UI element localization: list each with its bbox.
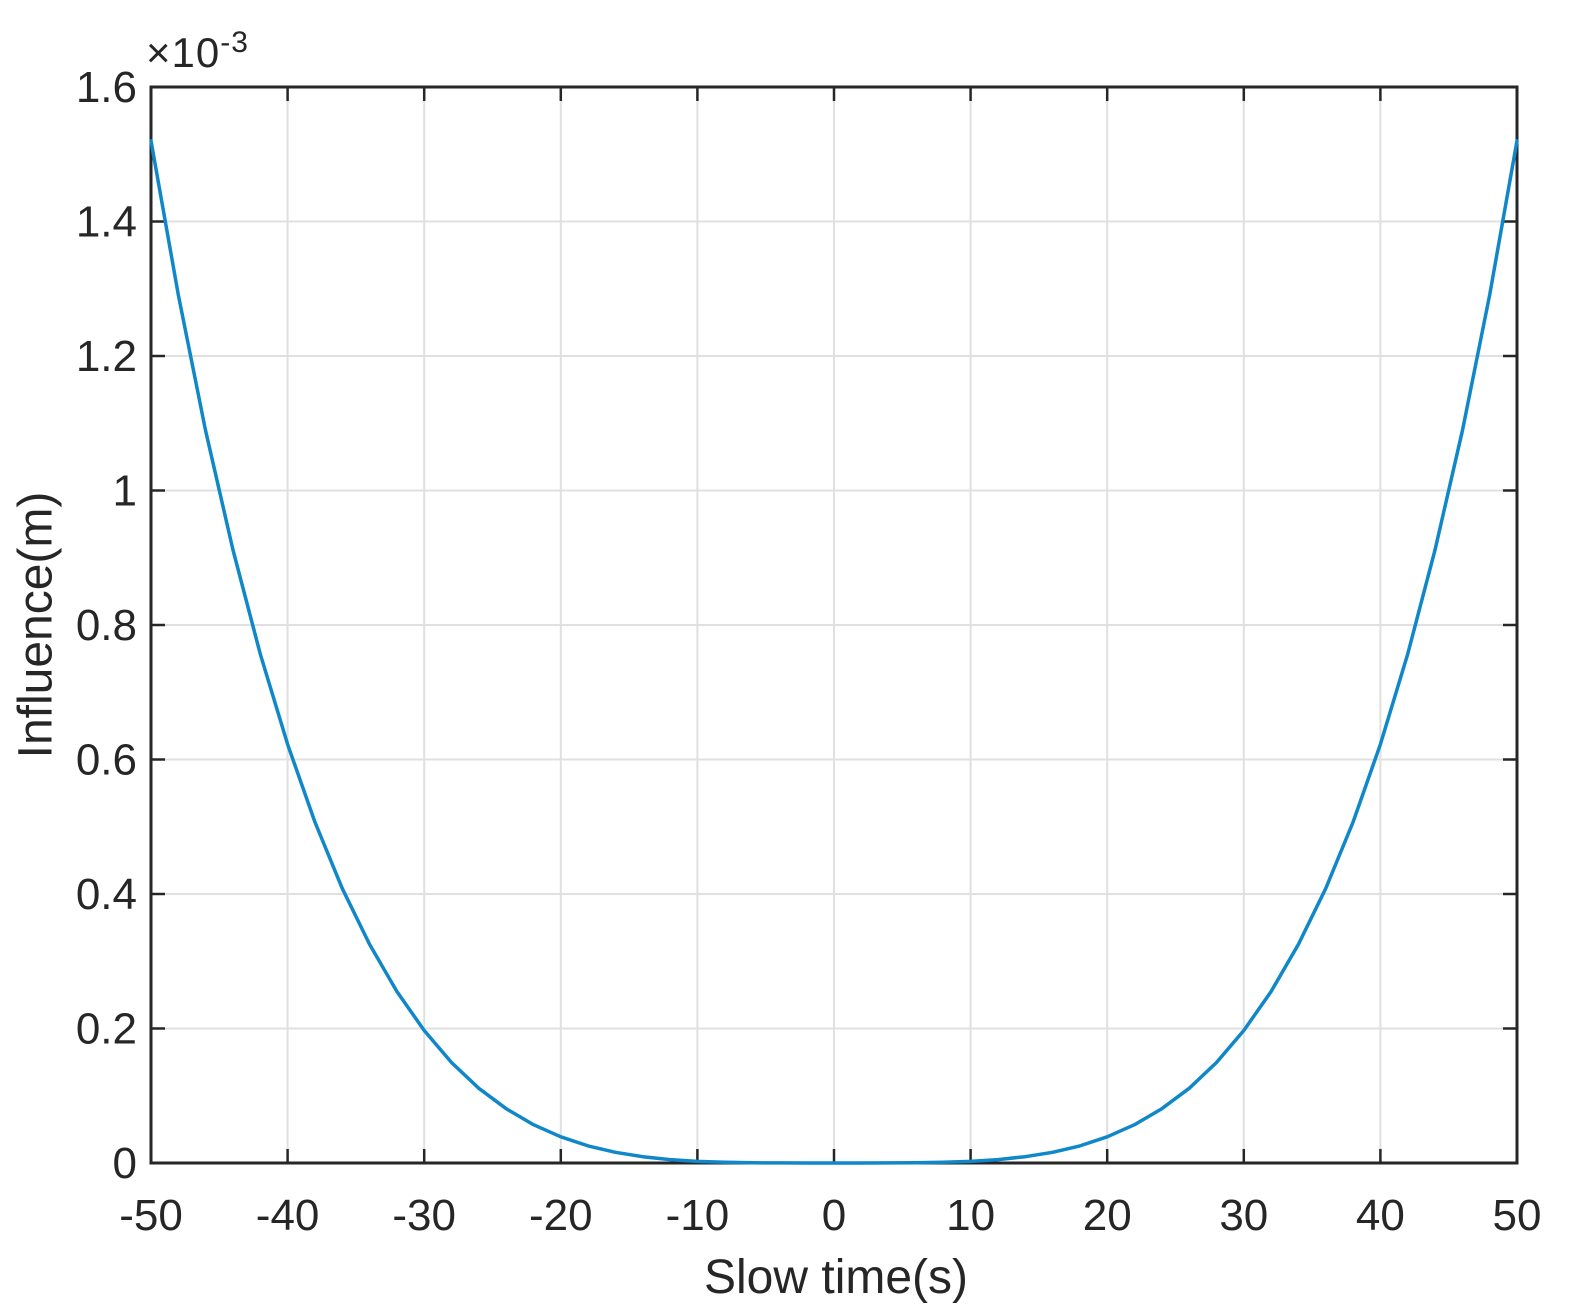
x-tick-label: 0 bbox=[822, 1191, 846, 1240]
x-tick-label: -30 bbox=[392, 1191, 456, 1240]
y-tick-label: 0.8 bbox=[76, 601, 137, 650]
y-tick-label: 0 bbox=[113, 1139, 137, 1188]
y-axis-offset-label: ×10-3 bbox=[146, 26, 249, 77]
y-tick-label: 0.6 bbox=[76, 736, 137, 785]
offset-exponent: -3 bbox=[220, 26, 249, 59]
y-tick-label: 0.4 bbox=[76, 870, 137, 919]
x-tick-label: -50 bbox=[119, 1191, 183, 1240]
data-series-line bbox=[149, 139, 1519, 1165]
x-tick-label: 10 bbox=[946, 1191, 995, 1240]
x-tick-label: 50 bbox=[1493, 1191, 1542, 1240]
x-tick-label: 20 bbox=[1083, 1191, 1132, 1240]
x-axis-title: Slow time(s) bbox=[703, 1251, 969, 1304]
y-tick-label: 1.2 bbox=[76, 332, 137, 381]
y-tick-label: 1 bbox=[113, 467, 137, 516]
y-tick-label: 0.2 bbox=[76, 1005, 137, 1054]
x-tick-label: -40 bbox=[256, 1191, 320, 1240]
y-tick-label: 1.6 bbox=[76, 63, 137, 112]
x-tick-label: -10 bbox=[666, 1191, 730, 1240]
y-tick-label: 1.4 bbox=[76, 198, 137, 247]
offset-base: ×10 bbox=[146, 29, 221, 76]
x-tick-label: -20 bbox=[529, 1191, 593, 1240]
x-tick-label: 30 bbox=[1219, 1191, 1268, 1240]
x-tick-label: 40 bbox=[1356, 1191, 1405, 1240]
y-axis-title: Influence(m) bbox=[9, 491, 63, 759]
